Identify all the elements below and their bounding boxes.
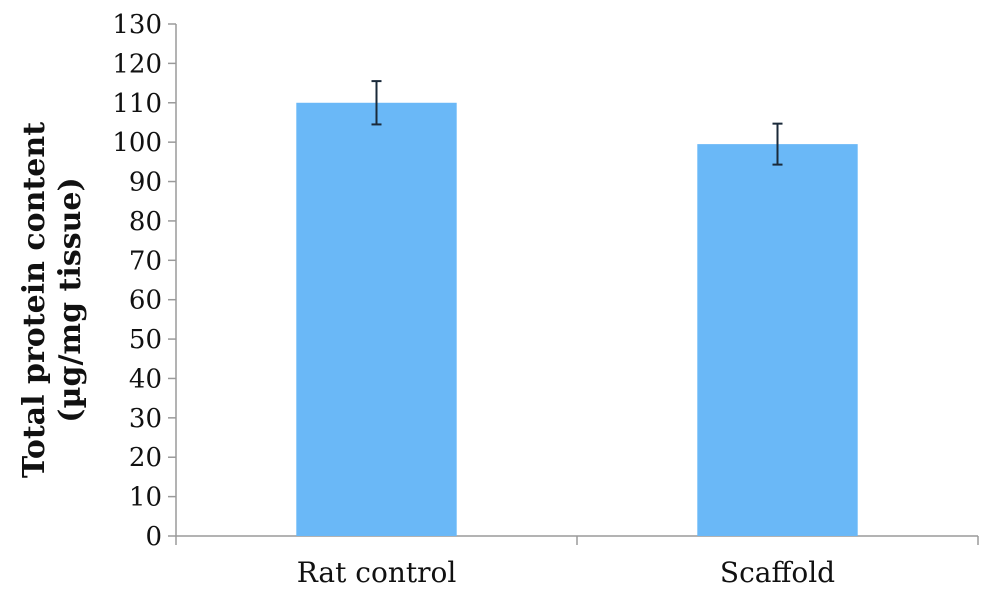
y-tick-label: 120 — [112, 49, 162, 79]
labels: 0 10 20 30 40 50 60 70 80 90 100 110 120 130 Rat contr… — [112, 10, 835, 589]
bar — [697, 144, 858, 536]
y-tick-label: 130 — [112, 10, 162, 40]
y-axis-title-line-2: (µg/mg tissue) — [53, 177, 88, 422]
y-tick-label: 40 — [129, 364, 162, 394]
y-tick-label: 30 — [129, 404, 162, 434]
y-tick-label: 60 — [129, 286, 162, 316]
error-bar — [371, 80, 382, 126]
y-tick-label: 70 — [129, 246, 162, 276]
y-axis-title-line-1: Total protein content — [17, 122, 52, 478]
y-axis-title: Total protein content (µg/mg tissue) — [17, 122, 88, 478]
y-tick-label: 10 — [129, 483, 162, 513]
bar — [296, 102, 457, 537]
y-tick-label: 50 — [129, 325, 162, 355]
y-tick-label: 100 — [112, 128, 162, 158]
y-tick-label: 90 — [129, 168, 162, 198]
y-tick-label: 0 — [145, 522, 162, 552]
x-category-label: Scaffold — [720, 556, 835, 589]
y-tick-label: 20 — [129, 443, 162, 473]
y-tick-label: 110 — [112, 89, 162, 119]
bars — [296, 80, 858, 537]
y-tick-label: 80 — [129, 207, 162, 237]
error-bar — [772, 122, 783, 166]
x-category-label: Rat control — [297, 556, 457, 589]
